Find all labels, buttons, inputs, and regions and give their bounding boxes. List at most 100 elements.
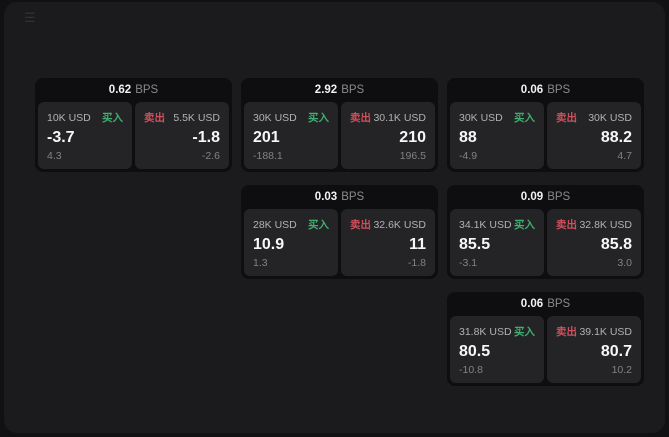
sell-delta: 4.7 — [617, 150, 632, 162]
sell-tag: 卖出 — [556, 326, 577, 338]
quote-card[interactable]: 0.06 BPS 30K USD 买入 88 -4.9 卖出 30K USD 8… — [447, 78, 644, 172]
sell-amount: 30K USD — [588, 112, 632, 124]
sell-price: 210 — [399, 128, 426, 146]
card-body: 30K USD 买入 201 -188.1 卖出 30.1K USD 210 1… — [244, 102, 435, 169]
bps-value: 0.03 — [314, 191, 338, 203]
buy-price: 201 — [253, 128, 280, 146]
bps-unit-label: BPS — [135, 84, 159, 96]
sell-tag: 卖出 — [144, 112, 165, 124]
bps-value: 2.92 — [314, 84, 338, 96]
bps-unit-label: BPS — [547, 191, 571, 203]
buy-price: 10.9 — [253, 235, 285, 253]
sell-price: 85.8 — [600, 235, 632, 253]
buy-tag: 买入 — [102, 112, 123, 124]
buy-delta: -188.1 — [253, 150, 283, 162]
sell-panel[interactable]: 卖出 5.5K USD -1.8 -2.6 — [135, 102, 229, 169]
buy-panel[interactable]: 31.8K USD 买入 80.5 -10.8 — [450, 316, 544, 383]
sell-panel[interactable]: 卖出 30K USD 88.2 4.7 — [547, 102, 641, 169]
sell-panel-header: 卖出 5.5K USD — [144, 110, 220, 125]
bps-value: 0.06 — [520, 298, 544, 310]
sell-delta: -2.6 — [201, 150, 220, 162]
sell-delta: -1.8 — [407, 257, 426, 269]
sell-tag: 卖出 — [350, 112, 371, 124]
quote-card[interactable]: 0.03 BPS 28K USD 买入 10.9 1.3 卖出 32.6K US… — [241, 185, 438, 279]
card-header: 0.62 BPS — [38, 78, 229, 102]
buy-panel[interactable]: 30K USD 买入 201 -188.1 — [244, 102, 338, 169]
sell-panel-header: 卖出 30K USD — [556, 110, 632, 125]
buy-tag: 买入 — [514, 219, 535, 231]
buy-panel[interactable]: 34.1K USD 买入 85.5 -3.1 — [450, 209, 544, 276]
buy-delta: -10.8 — [459, 364, 483, 376]
bps-value: 0.09 — [520, 191, 544, 203]
sell-price: 11 — [409, 235, 426, 253]
card-header: 0.06 BPS — [450, 78, 641, 102]
sell-panel-header: 卖出 39.1K USD — [556, 324, 632, 339]
buy-price: 88 — [459, 128, 477, 146]
sell-tag: 卖出 — [556, 219, 577, 231]
buy-panel-header: 30K USD 买入 — [253, 110, 329, 125]
buy-price: -3.7 — [47, 128, 75, 146]
card-body: 31.8K USD 买入 80.5 -10.8 卖出 39.1K USD 80.… — [450, 316, 641, 383]
sell-panel[interactable]: 卖出 30.1K USD 210 196.5 — [341, 102, 435, 169]
buy-delta: -4.9 — [459, 150, 478, 162]
sell-panel[interactable]: 卖出 39.1K USD 80.7 10.2 — [547, 316, 641, 383]
menu-icon[interactable]: ☰ — [24, 10, 36, 25]
buy-panel-header: 10K USD 买入 — [47, 110, 123, 125]
quote-card[interactable]: 0.62 BPS 10K USD 买入 -3.7 4.3 卖出 5.5K USD… — [35, 78, 232, 172]
bps-value: 0.62 — [108, 84, 132, 96]
sell-delta: 10.2 — [611, 364, 632, 376]
sell-amount: 39.1K USD — [579, 326, 632, 338]
sell-amount: 32.6K USD — [373, 219, 426, 231]
card-header: 0.03 BPS — [244, 185, 435, 209]
sell-price: 80.7 — [600, 342, 632, 360]
card-header: 0.06 BPS — [450, 292, 641, 316]
buy-panel[interactable]: 30K USD 买入 88 -4.9 — [450, 102, 544, 169]
buy-delta: 4.3 — [47, 150, 62, 162]
buy-amount: 34.1K USD — [459, 219, 512, 231]
sell-amount: 5.5K USD — [173, 112, 220, 124]
buy-panel-header: 31.8K USD 买入 — [459, 324, 535, 339]
bps-value: 0.06 — [520, 84, 544, 96]
sell-panel-header: 卖出 30.1K USD — [350, 110, 426, 125]
sell-price: -1.8 — [192, 128, 220, 146]
sell-panel-header: 卖出 32.8K USD — [556, 217, 632, 232]
sell-tag: 卖出 — [556, 112, 577, 124]
quote-card[interactable]: 0.09 BPS 34.1K USD 买入 85.5 -3.1 卖出 32.8K… — [447, 185, 644, 279]
buy-delta: -3.1 — [459, 257, 478, 269]
sell-tag: 卖出 — [350, 219, 371, 231]
buy-panel-header: 28K USD 买入 — [253, 217, 329, 232]
buy-amount: 31.8K USD — [459, 326, 512, 338]
quote-card[interactable]: 2.92 BPS 30K USD 买入 201 -188.1 卖出 30.1K … — [241, 78, 438, 172]
card-body: 10K USD 买入 -3.7 4.3 卖出 5.5K USD -1.8 -2.… — [38, 102, 229, 169]
sell-panel[interactable]: 卖出 32.6K USD 11 -1.8 — [341, 209, 435, 276]
card-body: 28K USD 买入 10.9 1.3 卖出 32.6K USD 11 -1.8 — [244, 209, 435, 276]
buy-tag: 买入 — [308, 112, 329, 124]
buy-amount: 28K USD — [253, 219, 297, 231]
sell-price: 88.2 — [600, 128, 632, 146]
quote-card[interactable]: 0.06 BPS 31.8K USD 买入 80.5 -10.8 卖出 39.1… — [447, 292, 644, 386]
card-body: 34.1K USD 买入 85.5 -3.1 卖出 32.8K USD 85.8… — [450, 209, 641, 276]
card-body: 30K USD 买入 88 -4.9 卖出 30K USD 88.2 4.7 — [450, 102, 641, 169]
buy-price: 80.5 — [459, 342, 491, 360]
quote-cards-grid: 0.62 BPS 10K USD 买入 -3.7 4.3 卖出 5.5K USD… — [35, 78, 644, 386]
buy-panel[interactable]: 10K USD 买入 -3.7 4.3 — [38, 102, 132, 169]
buy-panel-header: 34.1K USD 买入 — [459, 217, 535, 232]
sell-panel-header: 卖出 32.6K USD — [350, 217, 426, 232]
buy-panel-header: 30K USD 买入 — [459, 110, 535, 125]
buy-amount: 30K USD — [459, 112, 503, 124]
buy-amount: 30K USD — [253, 112, 297, 124]
card-header: 2.92 BPS — [244, 78, 435, 102]
sell-panel[interactable]: 卖出 32.8K USD 85.8 3.0 — [547, 209, 641, 276]
bps-unit-label: BPS — [341, 191, 365, 203]
bps-unit-label: BPS — [547, 84, 571, 96]
buy-price: 85.5 — [459, 235, 491, 253]
card-header: 0.09 BPS — [450, 185, 641, 209]
app-panel: ☰ 0.62 BPS 10K USD 买入 -3.7 4.3 卖出 5.5K U… — [4, 2, 665, 433]
bps-unit-label: BPS — [341, 84, 365, 96]
sell-amount: 32.8K USD — [579, 219, 632, 231]
sell-delta: 3.0 — [617, 257, 632, 269]
buy-panel[interactable]: 28K USD 买入 10.9 1.3 — [244, 209, 338, 276]
buy-tag: 买入 — [308, 219, 329, 231]
buy-tag: 买入 — [514, 326, 535, 338]
